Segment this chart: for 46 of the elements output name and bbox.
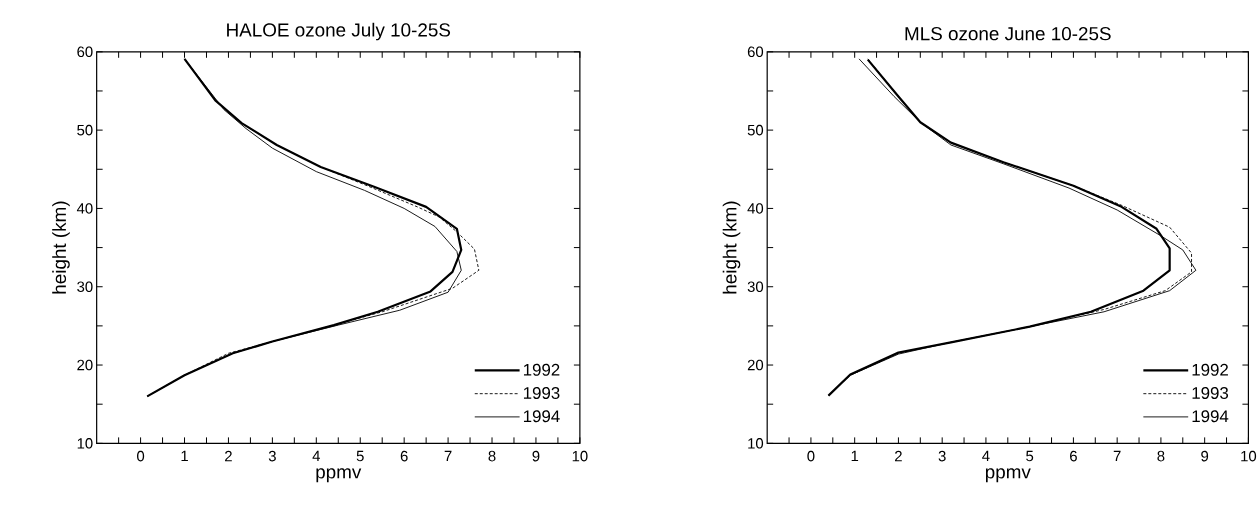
chart-title: MLS ozone June 10-25S (905, 26, 1111, 41)
y-tick-label: 20 (77, 359, 93, 371)
x-tick-label: 10 (572, 450, 588, 462)
y-tick-label: 50 (77, 124, 93, 136)
x-tick-label: 4 (312, 450, 321, 462)
y-tick-label: 10 (748, 438, 764, 449)
y-tick-label: 20 (747, 359, 764, 371)
x-tick-label: 9 (532, 450, 540, 462)
legend-label: 1992 (523, 363, 560, 376)
x-tick-label: 7 (444, 450, 452, 462)
x-tick-label: 8 (488, 450, 496, 462)
x-tick-label: 0 (807, 450, 815, 462)
x-tick-label: 2 (225, 450, 232, 462)
y-tick-label: 10 (77, 438, 93, 449)
y-tick-label: 40 (76, 203, 93, 214)
x-tick-label: 8 (1157, 450, 1165, 462)
x-axis-title: ppmv (316, 468, 362, 483)
x-tick-label: 6 (1070, 450, 1077, 462)
legend-label: 1993 (1192, 386, 1229, 399)
x-tick-label: 5 (1026, 450, 1034, 462)
legend-label: 1994 (523, 410, 560, 423)
x-tick-label: 3 (268, 450, 276, 462)
y-tick-label: 40 (747, 203, 764, 214)
legend-label: 1992 (1192, 363, 1228, 376)
y-tick-label: 50 (747, 124, 764, 136)
y-tick-label: 60 (747, 46, 764, 58)
x-tick-label: 1 (181, 450, 188, 462)
legend-label: 1993 (523, 386, 560, 399)
x-tick-label: 0 (137, 450, 145, 462)
y-axis-title: height (km) (722, 201, 741, 294)
x-tick-label: 6 (400, 450, 408, 462)
y-tick-label: 30 (747, 281, 764, 292)
legend-label: 1994 (1192, 410, 1229, 423)
x-tick-label: 10 (1241, 450, 1257, 462)
y-tick-label: 60 (77, 46, 93, 58)
y-axis-title: height (km) (52, 201, 70, 294)
x-tick-label: 1 (851, 450, 859, 462)
x-tick-label: 2 (895, 450, 902, 462)
x-tick-label: 9 (1201, 450, 1209, 462)
x-axis-title: ppmv (985, 468, 1031, 483)
x-tick-label: 4 (982, 450, 990, 462)
x-tick-label: 3 (938, 450, 946, 462)
y-tick-label: 30 (77, 281, 93, 292)
x-tick-label: 5 (356, 450, 364, 462)
chart-title: HALOE ozone July 10-25S (227, 22, 451, 41)
x-tick-label: 7 (1113, 450, 1121, 462)
